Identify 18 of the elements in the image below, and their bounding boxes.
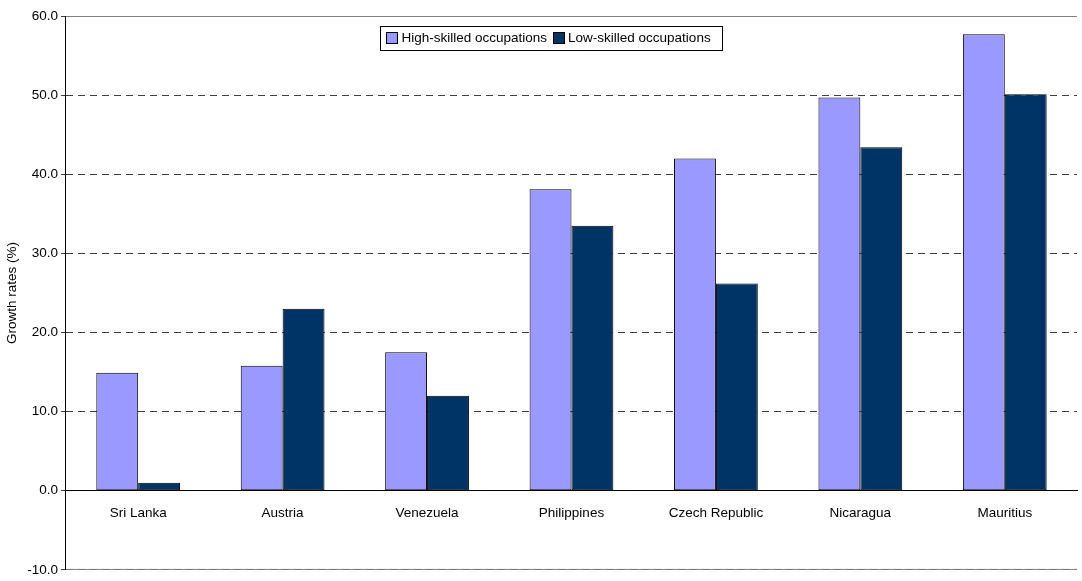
y-axis-title: Growth rates (%) [3, 241, 19, 344]
legend-label: High-skilled occupations [401, 30, 548, 45]
x-tick-label: Austria [261, 504, 305, 520]
legend-label: Low-skilled occupations [568, 30, 711, 45]
y-tick-label: 0.0 [39, 482, 58, 498]
y-tick-label: 40.0 [31, 165, 58, 181]
x-tick-label: Nicaragua [829, 504, 892, 520]
x-tick-label: Philippines [538, 504, 605, 520]
y-tick-label: 20.0 [31, 324, 58, 340]
x-tick-label: Sri Lanka [109, 504, 168, 520]
y-tick-label: 60.0 [31, 7, 58, 23]
x-tick-label: Czech Republic [668, 504, 764, 520]
x-tick-label: Venezuela [395, 504, 460, 520]
y-tick-label: 50.0 [31, 86, 58, 102]
y-tick-label: 10.0 [31, 403, 58, 419]
x-tick-label: Mauritius [977, 504, 1033, 520]
y-tick-label: -10.0 [27, 561, 58, 577]
y-tick-label: 30.0 [31, 245, 58, 261]
